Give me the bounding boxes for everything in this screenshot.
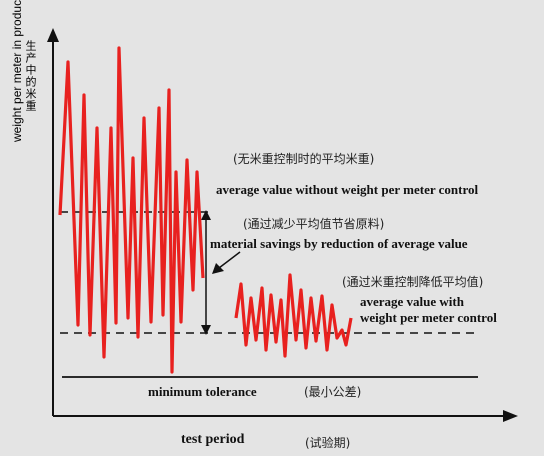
- signal-uncontrolled: [58, 46, 205, 374]
- y-axis-label-en: weight per meter in production: [10, 0, 24, 142]
- min-tolerance-label-cn: (最小公差): [304, 385, 362, 399]
- x-axis-arrow: [503, 410, 518, 422]
- without-control-label-en: average value without weight per meter c…: [216, 182, 479, 197]
- y-axis-label-cn: 生产中的米重: [24, 40, 37, 112]
- x-axis-label-cn: (试验期): [305, 436, 351, 450]
- without-control-label-cn: (无米重控制时的平均米重): [233, 152, 375, 166]
- savings-arrow-head-bottom: [201, 325, 211, 335]
- with-control-label-en-1: average value with: [360, 294, 464, 309]
- y-axis-arrow: [47, 28, 59, 42]
- savings-arrow-head-top: [201, 210, 211, 220]
- with-control-label-en-2: weight per meter control: [360, 310, 497, 325]
- savings-label-en: material savings by reduction of average…: [210, 236, 468, 251]
- min-tolerance-label-en: minimum tolerance: [148, 384, 257, 399]
- signal-controlled: [234, 273, 353, 358]
- savings-label-cn: (通过减少平均值节省原料): [243, 217, 385, 231]
- savings-pointer-head: [212, 263, 224, 274]
- x-axis-label-en: test period: [181, 432, 245, 447]
- savings-pointer-line: [218, 251, 241, 269]
- with-control-label-cn: (通过米重控制降低平均值): [342, 275, 484, 289]
